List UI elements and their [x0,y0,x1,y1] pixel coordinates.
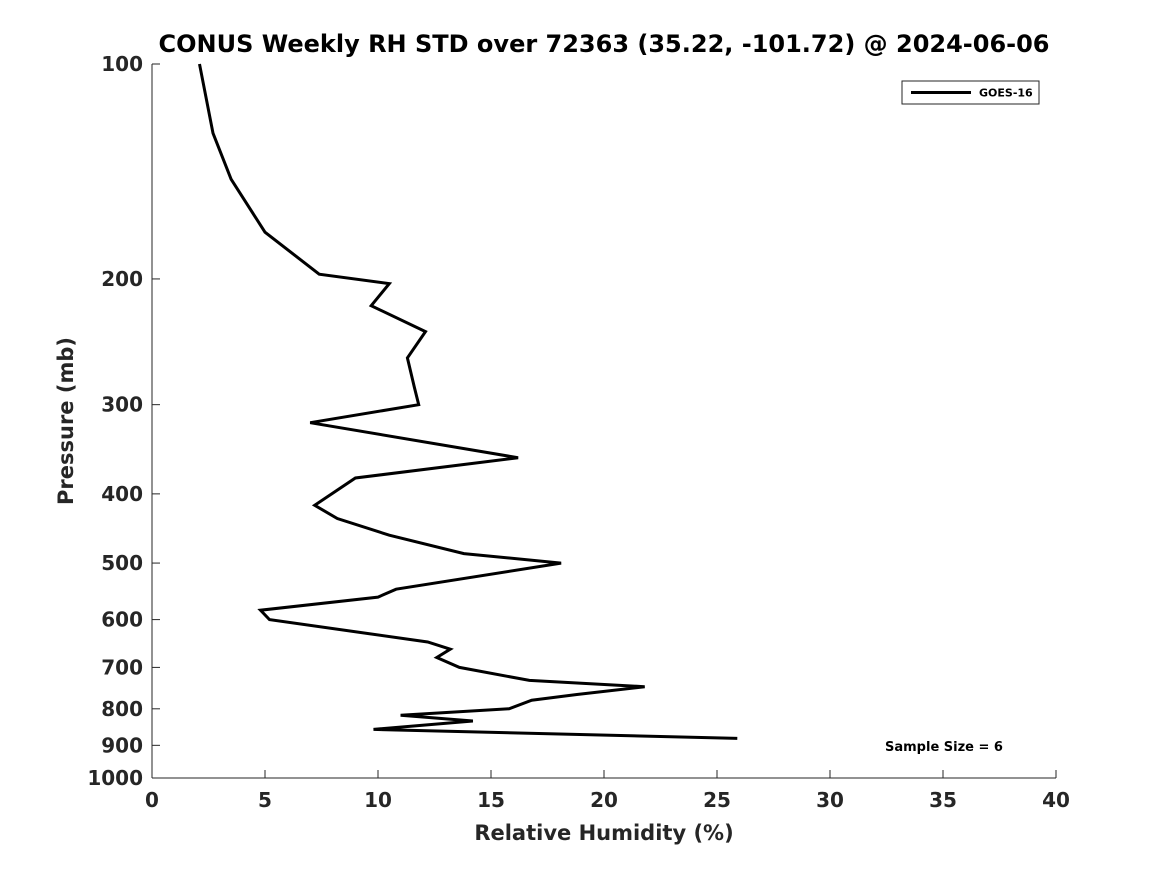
y-tick-label: 100 [101,52,143,76]
sample-size-annotation: Sample Size = 6 [885,740,1003,755]
x-tick-label: 10 [364,788,392,812]
x-axis-label: Relative Humidity (%) [474,821,733,845]
y-tick-label: 700 [101,655,143,679]
y-tick-label: 200 [101,267,143,291]
x-tick-label: 0 [145,788,159,812]
legend: GOES-16 [901,80,1040,105]
x-tick-label: 40 [1042,788,1070,812]
x-tick-label: 35 [929,788,957,812]
y-tick-label: 300 [101,393,143,417]
y-tick-label: 900 [101,733,143,757]
y-tick-label: 400 [101,482,143,506]
axes [151,64,1056,779]
y-tick-label: 600 [101,608,143,632]
y-tick-label: 500 [101,551,143,575]
x-tick-label: 20 [590,788,618,812]
y-tick-label: 800 [101,697,143,721]
legend-entry-goes-16: GOES-16 [979,87,1033,100]
x-tick-label: 30 [816,788,844,812]
x-tick-label: 15 [477,788,505,812]
x-tick-label: 5 [258,788,272,812]
chart-title: CONUS Weekly RH STD over 72363 (35.22, -… [158,30,1049,58]
series-line-goes-16 [198,63,738,740]
y-axis-label: Pressure (mb) [54,337,78,505]
x-tick-label: 25 [703,788,731,812]
y-tick-label: 1000 [87,766,143,790]
y-ticks: 100 200 300 400 500 600 700 800 900 1000 [87,52,160,790]
x-ticks: 0 5 10 15 20 25 30 35 40 [145,770,1070,812]
